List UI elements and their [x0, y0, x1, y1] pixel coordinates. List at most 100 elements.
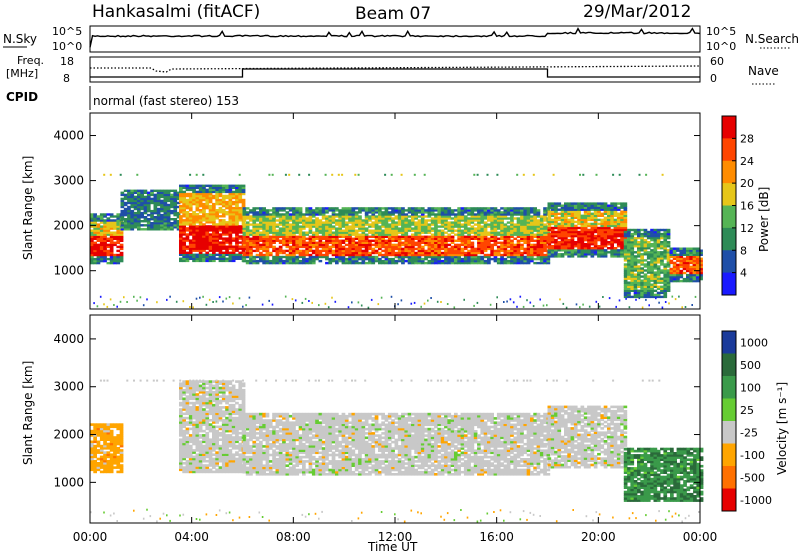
power-cell [679, 271, 684, 275]
power-cell [610, 222, 614, 226]
power-cell [533, 221, 537, 224]
power-cell [378, 209, 382, 212]
power-cell [447, 221, 452, 224]
power-cell [364, 227, 369, 230]
power-cell [411, 243, 415, 247]
power-cell [137, 205, 141, 209]
power-cell [623, 271, 628, 274]
velocity-cell [90, 447, 94, 450]
power-cell [235, 215, 239, 218]
power-cell [414, 221, 418, 224]
power-cell [259, 209, 263, 212]
velocity-cell [93, 455, 97, 459]
power-cell [173, 195, 178, 199]
power-cell [205, 225, 210, 228]
power-cell [404, 221, 409, 224]
power-cell [407, 237, 412, 240]
power-cell [557, 253, 562, 256]
power-cell [660, 269, 664, 272]
power-cell [663, 273, 668, 276]
power-cell [288, 249, 293, 253]
power-cell [516, 257, 521, 261]
power-cell [637, 234, 641, 238]
power-cell [510, 251, 514, 255]
power-cell [567, 212, 571, 215]
power-cell [440, 243, 445, 247]
power-cell [338, 221, 342, 224]
power-cell [378, 207, 382, 210]
power-cell [550, 245, 555, 248]
power-cell [681, 306, 683, 309]
power-cell [338, 233, 342, 236]
power-cell [510, 225, 514, 228]
power-cell [268, 223, 273, 226]
power-colorbar-tick-label: 20 [740, 177, 754, 190]
power-cell [160, 220, 164, 223]
velocity-cell [93, 449, 97, 452]
power-cell [620, 247, 624, 250]
power-cell [130, 205, 135, 209]
power-cell [424, 251, 428, 255]
power-cell [686, 247, 690, 250]
power-cell [394, 247, 399, 251]
power-cell [109, 213, 114, 216]
power-cell [166, 203, 171, 207]
power-cell [133, 216, 138, 219]
power-cell [119, 245, 124, 249]
power-cell [113, 227, 117, 230]
power-cell [523, 217, 528, 220]
power-cell [577, 204, 581, 207]
power-cell [109, 298, 112, 301]
power-cell [480, 261, 485, 265]
power-cell [689, 265, 693, 269]
power-cell [500, 241, 504, 244]
power-cell [198, 259, 203, 263]
power-cell [637, 269, 641, 272]
power-cell [146, 209, 151, 213]
power-cell [457, 239, 461, 242]
power-cell [483, 233, 488, 236]
power-cell [262, 219, 266, 222]
power-cell [577, 202, 581, 205]
power-cell [434, 257, 438, 261]
power-cell [490, 243, 494, 247]
power-cell [103, 231, 107, 234]
power-cell [627, 236, 631, 240]
power-cell [242, 255, 247, 259]
power-cell [282, 237, 286, 240]
power-cell [583, 212, 588, 215]
power-cell [374, 239, 379, 242]
power-cell [202, 239, 206, 242]
nsearch-tick-top: 10^5 [706, 25, 736, 38]
power-cell [570, 243, 575, 246]
power-cell [692, 277, 697, 281]
power-cell [188, 219, 193, 222]
power-cell [225, 213, 229, 216]
power-cell [583, 218, 588, 222]
power-cell [503, 259, 508, 263]
power-cell [516, 261, 521, 265]
nsky-trace [89, 27, 701, 48]
power-cell [185, 219, 190, 222]
power-cell [163, 193, 168, 197]
power-cell [447, 243, 452, 247]
power-cell [640, 281, 644, 284]
velocity-cell [96, 442, 101, 446]
power-cell [397, 219, 402, 222]
power-cell [496, 223, 501, 226]
power-cell [682, 249, 687, 252]
power-cell [146, 201, 151, 205]
power-cell [245, 211, 250, 214]
power-cell [391, 221, 395, 224]
power-cell [249, 231, 253, 234]
power-cell [656, 261, 661, 264]
velocity-cell [106, 466, 111, 469]
power-cell [374, 259, 379, 263]
power-cell [391, 207, 395, 210]
power-cell [354, 253, 359, 257]
power-cell [516, 229, 521, 232]
power-cell [348, 227, 352, 230]
power-cell [387, 239, 392, 242]
power-cell [348, 257, 352, 261]
power-cell [354, 173, 357, 176]
